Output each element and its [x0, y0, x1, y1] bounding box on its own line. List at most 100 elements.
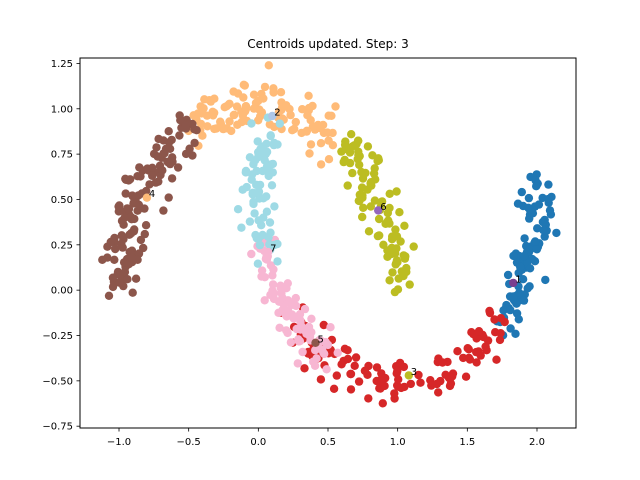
data-point-cluster-4 — [127, 253, 136, 262]
data-point-cluster-6 — [367, 181, 376, 190]
data-point-cluster-4 — [164, 158, 173, 167]
data-point-cluster-1 — [512, 299, 521, 308]
data-point-cluster-4 — [124, 204, 134, 214]
data-point-cluster-7 — [254, 216, 263, 225]
data-point-cluster-3 — [496, 329, 505, 338]
centroid-label-7: 7 — [270, 244, 276, 255]
data-point-cluster-4 — [117, 216, 127, 226]
data-point-cluster-2 — [249, 104, 259, 113]
data-point-cluster-5 — [333, 348, 342, 357]
data-point-cluster-1 — [524, 203, 533, 212]
data-point-cluster-2 — [303, 111, 312, 120]
data-point-cluster-2 — [203, 122, 212, 131]
data-point-cluster-4 — [175, 111, 184, 120]
data-point-cluster-4 — [136, 235, 146, 245]
centroids: 1 2 3 4 5 6 7 — [142, 108, 522, 380]
data-point-cluster-6 — [358, 193, 367, 202]
data-point-cluster-3 — [459, 353, 468, 363]
data-point-cluster-7 — [269, 139, 278, 149]
y-tick-label: −0.50 — [42, 376, 73, 387]
data-point-cluster-7 — [262, 139, 271, 148]
data-point-cluster-2 — [217, 121, 226, 130]
data-point-cluster-1 — [540, 232, 549, 241]
data-point-cluster-3 — [414, 370, 423, 380]
data-point-cluster-1 — [539, 226, 548, 235]
data-point-cluster-1 — [515, 288, 524, 297]
x-tick-label: −0.5 — [177, 437, 201, 448]
data-point-cluster-4 — [115, 278, 124, 287]
data-point-cluster-4 — [124, 260, 133, 269]
centroid-marker-1 — [509, 278, 518, 288]
centroid-label-2: 2 — [274, 108, 280, 119]
x-tick-label: 2.0 — [529, 437, 545, 448]
data-point-cluster-3 — [329, 384, 339, 393]
data-point-cluster-3 — [472, 358, 481, 367]
data-point-cluster-4 — [145, 180, 154, 189]
data-point-cluster-7 — [255, 240, 265, 250]
y-tick-label: 1.00 — [51, 104, 73, 115]
data-point-cluster-6 — [385, 203, 394, 213]
data-point-cluster-3 — [332, 371, 341, 380]
data-point-cluster-7 — [251, 230, 260, 240]
y-tick-label: −0.75 — [42, 422, 73, 433]
data-point-cluster-7 — [248, 190, 257, 199]
data-point-cluster-2 — [225, 117, 234, 126]
data-point-cluster-5 — [268, 280, 278, 289]
data-point-cluster-4 — [188, 151, 197, 160]
data-point-cluster-2 — [222, 102, 231, 111]
data-point-cluster-6 — [364, 227, 374, 236]
data-point-cluster-4 — [192, 126, 201, 135]
data-point-cluster-5 — [295, 337, 305, 346]
data-point-cluster-3 — [463, 344, 472, 353]
data-point-cluster-2 — [323, 128, 332, 137]
data-point-cluster-3 — [300, 364, 309, 373]
data-point-cluster-1 — [531, 237, 540, 246]
data-point-cluster-7 — [241, 166, 251, 176]
data-point-cluster-5 — [282, 326, 291, 335]
data-point-cluster-6 — [345, 158, 355, 168]
data-point-cluster-4 — [181, 149, 191, 159]
y-tick-label: 0.50 — [51, 195, 73, 206]
x-tick-label: 1.5 — [459, 437, 475, 448]
data-point-cluster-5 — [269, 294, 279, 304]
data-point-cluster-4 — [128, 288, 137, 297]
data-point-cluster-6 — [392, 244, 401, 253]
data-point-cluster-4 — [110, 233, 119, 243]
data-point-cluster-5 — [295, 310, 305, 319]
data-point-cluster-2 — [241, 105, 251, 114]
data-point-cluster-4 — [117, 231, 126, 240]
data-point-cluster-7 — [253, 259, 263, 268]
data-point-cluster-5 — [307, 314, 316, 323]
y-tick-label: −0.25 — [42, 331, 73, 342]
data-point-cluster-4 — [129, 227, 139, 236]
centroid-marker-2 — [268, 111, 277, 121]
data-point-cluster-6 — [369, 169, 379, 178]
data-point-cluster-2 — [198, 105, 207, 115]
data-point-cluster-1 — [534, 200, 544, 209]
data-point-cluster-1 — [524, 193, 534, 203]
data-point-cluster-2 — [260, 82, 270, 92]
data-point-cluster-2 — [308, 101, 317, 111]
data-point-cluster-1 — [525, 264, 535, 273]
centroid-label-3: 3 — [411, 367, 417, 378]
data-point-cluster-6 — [348, 168, 357, 178]
data-point-cluster-3 — [372, 363, 382, 372]
centroid-marker-6 — [374, 206, 383, 215]
data-point-cluster-2 — [264, 61, 273, 70]
data-point-cluster-6 — [366, 202, 375, 211]
data-point-cluster-2 — [285, 104, 294, 114]
data-point-cluster-7 — [266, 131, 275, 141]
data-point-cluster-6 — [358, 212, 367, 222]
data-point-cluster-5 — [312, 354, 321, 363]
data-point-cluster-6 — [388, 232, 397, 241]
data-point-cluster-6 — [375, 231, 384, 240]
data-point-cluster-2 — [288, 126, 297, 135]
data-point-cluster-6 — [391, 260, 400, 269]
data-point-cluster-5 — [319, 348, 328, 357]
data-point-cluster-4 — [111, 244, 120, 254]
data-point-cluster-3 — [453, 347, 462, 356]
data-point-cluster-2 — [327, 111, 336, 121]
data-point-cluster-4 — [159, 206, 168, 215]
data-point-cluster-4 — [104, 291, 114, 300]
data-point-cluster-2 — [210, 94, 219, 103]
